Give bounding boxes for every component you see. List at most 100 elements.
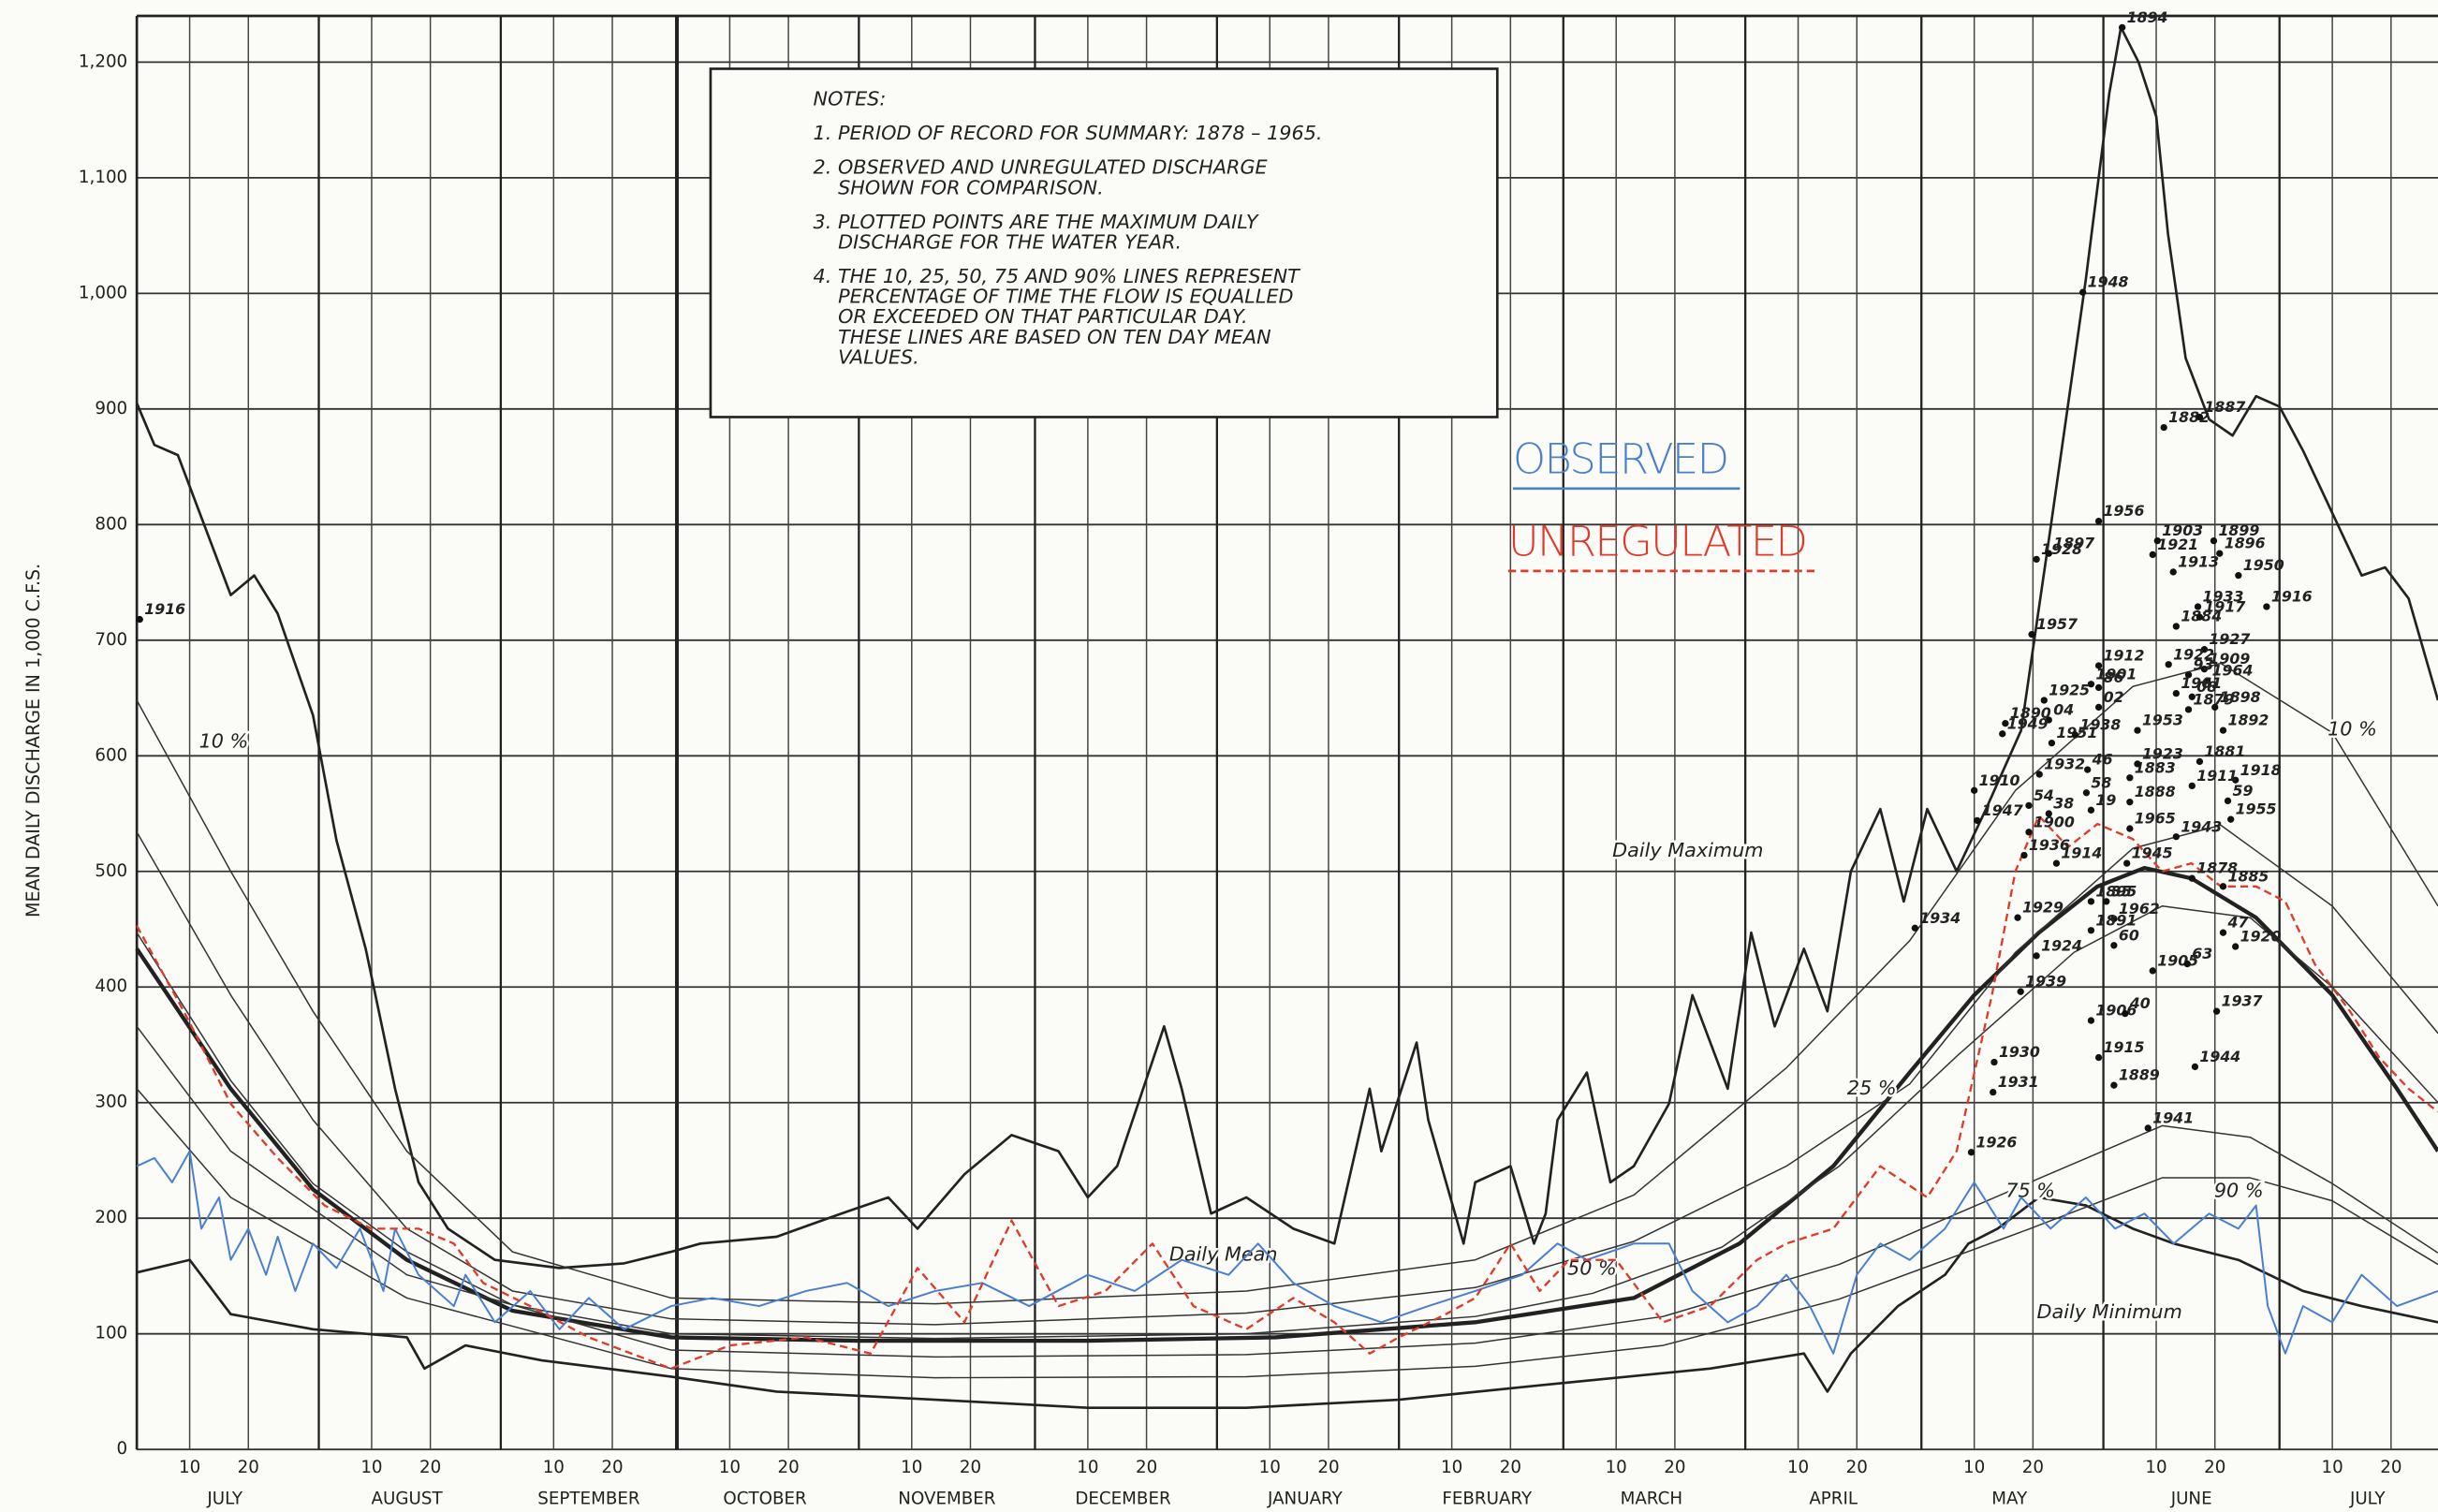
legend-label: UNREGULATED [1508,517,1807,566]
series-line [136,1025,2438,1358]
max-point [2094,703,2103,712]
point-label: 46 [2092,751,2113,769]
series-line [136,1150,2438,1355]
point-label: 63 [2192,945,2212,962]
max-point [2169,568,2177,576]
max-point [136,615,143,624]
max-point [2028,630,2035,639]
series-line [136,824,2438,1326]
series-line [136,905,2438,1340]
point-label: 1949 [2007,714,2049,732]
max-point [2025,829,2033,836]
y-tick-label: 600 [95,745,127,765]
point-label: 1882 [2168,408,2210,426]
max-point [2045,716,2052,724]
point-label: 1927 [2209,630,2250,648]
point-label: 1913 [2178,552,2219,570]
month-label: OCTOBER [723,1489,807,1508]
x-tick-label: 10 [901,1458,922,1477]
x-tick-label: 20 [1664,1458,1685,1477]
x-tick-label: 20 [2022,1458,2044,1477]
max-point [2045,550,2052,557]
x-tick-label: 10 [543,1458,565,1477]
y-tick-label: 1,200 [79,51,127,71]
max-point [2144,1124,2152,1132]
max-point [2188,782,2196,790]
point-label: 1920 [2240,928,2282,946]
y-tick-label: 700 [95,630,127,650]
point-label: 1894 [2127,8,2168,26]
marks: Daily Maximum Daily Minimum Daily Mean 10 %… [135,8,2438,1409]
point-label: 1890 [2010,704,2051,722]
point-label: 1948 [2088,273,2129,291]
point-label: 1885 [2227,867,2269,885]
max-point [2212,1007,2221,1015]
point-label: 1962 [2119,900,2160,917]
y-tick-label: 800 [95,514,127,534]
max-point [2087,806,2095,814]
point-label: 1914 [2061,844,2102,862]
point-label: 1955 [2236,800,2277,818]
notes-box: NOTES: 1. PERIOD OF RECORD FOR SUMMARY: 1… [709,67,1499,418]
max-point [2119,23,2126,32]
max-point [2134,760,2141,768]
point-label: 1892 [2227,712,2269,729]
series-label: 10 % [199,730,249,753]
month-label: AUGUST [372,1489,444,1508]
max-point [2149,967,2156,975]
point-label: 1925 [2049,682,2090,699]
point-label: 1936 [2029,836,2070,854]
point-label: 1901 [2095,665,2137,683]
point-label: 02 [2104,688,2124,706]
max-point [2194,603,2202,610]
y-tick-label: 1,100 [79,168,127,187]
series-line [136,815,2438,1370]
max-point [2048,740,2056,747]
max-point [2188,693,2196,700]
max-point [2172,689,2181,697]
series-label: 10 % [2328,717,2377,740]
max-point [2219,727,2227,734]
point-label: 86 [2104,668,2124,686]
point-label: 1897 [2053,535,2094,552]
max-point [2079,288,2087,296]
note-line: SHOWN FOR COMPARISON. [838,176,1104,198]
note-line: 2. OBSERVED AND UNREGULATED DISCHARGE [814,156,1269,179]
point-label: 47 [2226,914,2248,932]
max-point [2087,927,2095,934]
point-label: 1916 [2271,588,2313,606]
point-label: 1947 [1982,801,2023,819]
x-tick-label: 10 [1441,1458,1462,1477]
point-label: 1916 [144,600,185,618]
series-label: 75 % [2005,1180,2055,1202]
note-line: VALUES. [838,345,919,368]
point-label: 1900 [2034,813,2075,830]
max-point [2200,646,2209,653]
point-label: 1881 [2204,742,2245,760]
max-point [2126,799,2134,806]
max-point [2002,720,2009,727]
max-point [2196,613,2204,621]
x-tick-label: 10 [1606,1458,1627,1477]
max-point [2183,960,2191,968]
max-point [2184,671,2193,679]
max-point [2153,536,2161,545]
max-point [2087,1017,2095,1024]
max-point [2263,603,2270,610]
max-point [2122,1009,2129,1018]
point-label: 1953 [2142,712,2183,729]
series-line [135,25,2438,1270]
max-point [2052,859,2061,867]
notes-frame [709,67,1499,418]
point-label: 40 [2129,994,2151,1012]
max-point [2094,662,2103,669]
max-point [2160,423,2167,432]
x-tick-label: 20 [601,1458,623,1477]
max-point [2110,942,2118,949]
month-label: JULY [206,1489,242,1508]
point-label: 1924 [2041,936,2082,954]
point-label: 59 [2233,782,2254,800]
point-label: 1915 [2104,1038,2145,1056]
point-label: 1965 [2135,810,2176,828]
max-point [2094,517,2103,525]
